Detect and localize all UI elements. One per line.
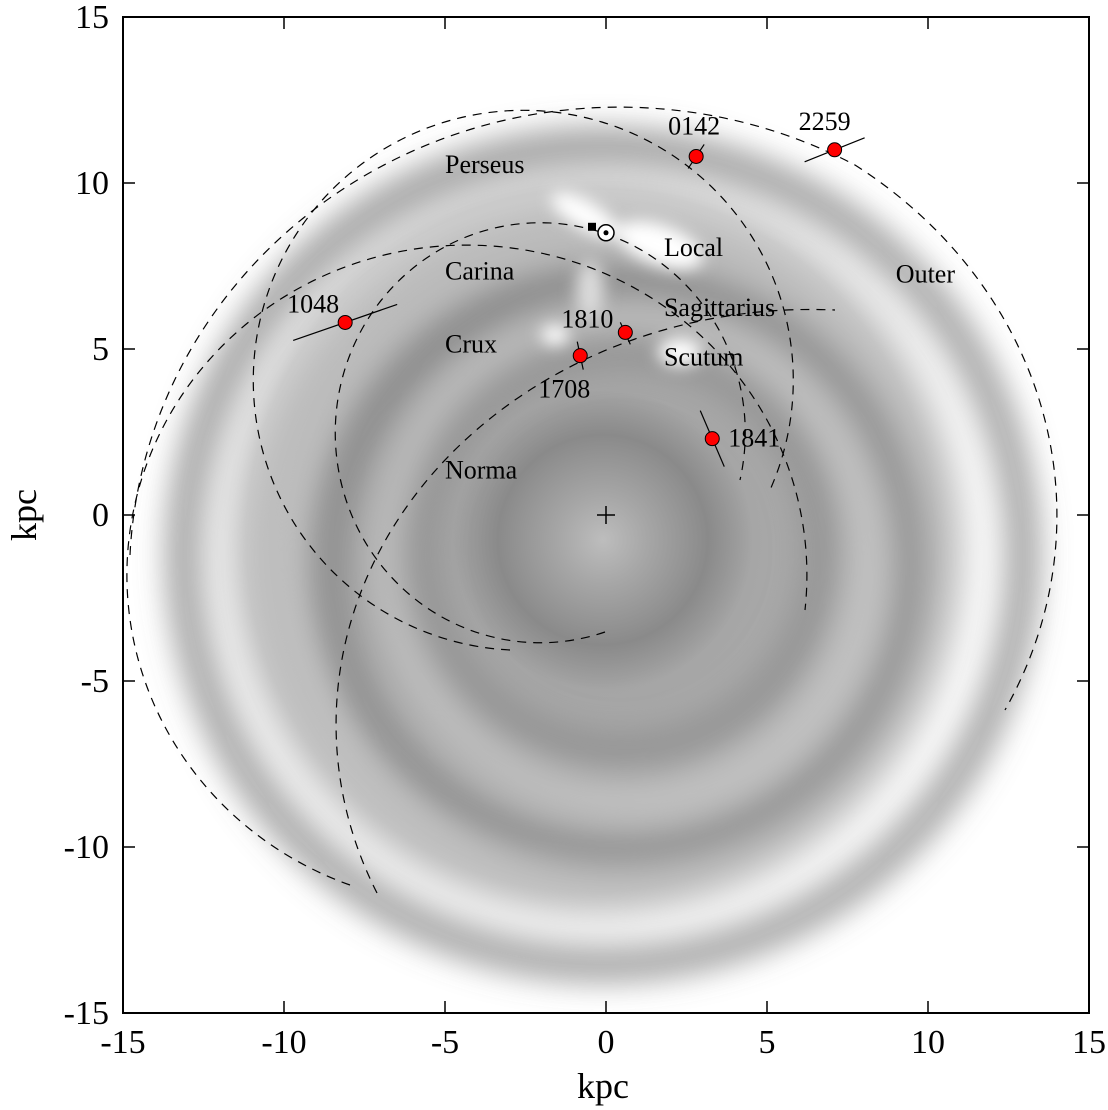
axis-ticks: -15 -10 -5 0 5 10 15 -15 -10 -5 0 5 10 15 (64, 0, 1106, 1061)
reference-markers (588, 222, 615, 524)
arm-label-perseus: Perseus (445, 150, 524, 179)
arm-band-3 (371, 301, 889, 819)
arm-label-carina: Carina (445, 256, 515, 285)
x-tick-label: -10 (261, 1024, 306, 1061)
point-label-1841: 1841 (728, 424, 780, 453)
data-point-1708 (572, 348, 588, 364)
point-label-2259: 2259 (799, 107, 851, 136)
square-marker (588, 222, 596, 231)
arm-traces (126, 106, 1058, 894)
point-label-1708: 1708 (538, 375, 590, 404)
arm-band-0 (164, 126, 1042, 984)
y-tick-label: -10 (64, 829, 109, 866)
point-label-0142: 0142 (668, 111, 720, 140)
data-point-0142 (688, 148, 704, 164)
x-tick-label: 0 (598, 1024, 615, 1061)
data-point-1841 (704, 431, 720, 447)
y-tick-label: 15 (75, 0, 109, 36)
x-axis-title: kpc (577, 1066, 629, 1106)
arm-label-local: Local (664, 233, 723, 262)
sun-marker-dot (603, 230, 609, 236)
arm-label-crux: Crux (445, 329, 497, 358)
x-tick-label: 5 (759, 1024, 776, 1061)
y-tick-label: 5 (92, 331, 109, 368)
y-tick-label: 0 (92, 497, 109, 534)
arm-trace-norma (334, 222, 746, 644)
point-label-1048: 1048 (287, 289, 339, 318)
data-point-1810 (617, 324, 633, 340)
arm-label-outer: Outer (896, 260, 956, 289)
arm-label-scutum: Scutum (664, 343, 743, 372)
y-tick-label: 10 (75, 165, 109, 202)
x-tick-label: 15 (1072, 1024, 1106, 1061)
arm-label-sagittarius: Sagittarius (664, 293, 775, 322)
arm-trace-outer (129, 106, 1058, 711)
arm-label-norma: Norma (445, 455, 518, 484)
y-axis-title: kpc (4, 489, 44, 541)
y-tick-label: -15 (64, 995, 109, 1032)
data-point-1048 (337, 314, 353, 330)
local-features (541, 192, 703, 366)
x-tick-label: -5 (431, 1024, 459, 1061)
density-map (160, 100, 1042, 984)
data-point-2259 (827, 142, 843, 158)
arm-labels: Perseus Local Carina Sagittarius Outer Crux Sc… (445, 150, 955, 484)
point-label-1810: 1810 (561, 304, 613, 333)
arm-band-4 (401, 331, 839, 769)
x-tick-label: -15 (100, 1024, 145, 1061)
arm-trace-perseus (335, 308, 836, 894)
data-points: 0142 2259 1048 1810 1708 1841 (287, 107, 865, 467)
arm-trace-carina (126, 244, 808, 886)
x-tick-label: 10 (911, 1024, 945, 1061)
y-tick-label: -5 (81, 663, 109, 700)
